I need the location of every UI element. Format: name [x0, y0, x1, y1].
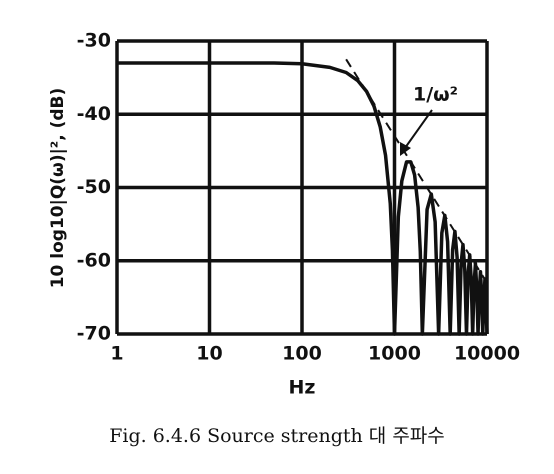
x-tick-label: 10000 — [454, 343, 520, 365]
y-axis-label: 10 log10|Q(ω)|², (dB) — [48, 88, 68, 289]
y-tick-label: -50 — [77, 176, 111, 198]
y-tick-label: -60 — [77, 249, 111, 271]
series-line — [117, 61, 489, 336]
y-tick-label: -30 — [77, 30, 111, 52]
x-tick-label: 100 — [282, 343, 322, 365]
x-tick-label: 1 — [110, 343, 123, 365]
annotation-arrow — [404, 109, 433, 149]
x-tick-label: 10 — [196, 343, 222, 365]
annotation: 1/ω² — [413, 84, 458, 106]
y-tick-label: -40 — [77, 103, 111, 125]
caption: Fig. 6.4.6 Source strength 대 주파수 — [109, 425, 445, 447]
annotation-arrowhead — [400, 142, 411, 156]
x-axis-label: Hz — [289, 377, 316, 399]
y-tick-label: -70 — [77, 323, 111, 345]
x-tick-label: 1000 — [368, 343, 421, 365]
